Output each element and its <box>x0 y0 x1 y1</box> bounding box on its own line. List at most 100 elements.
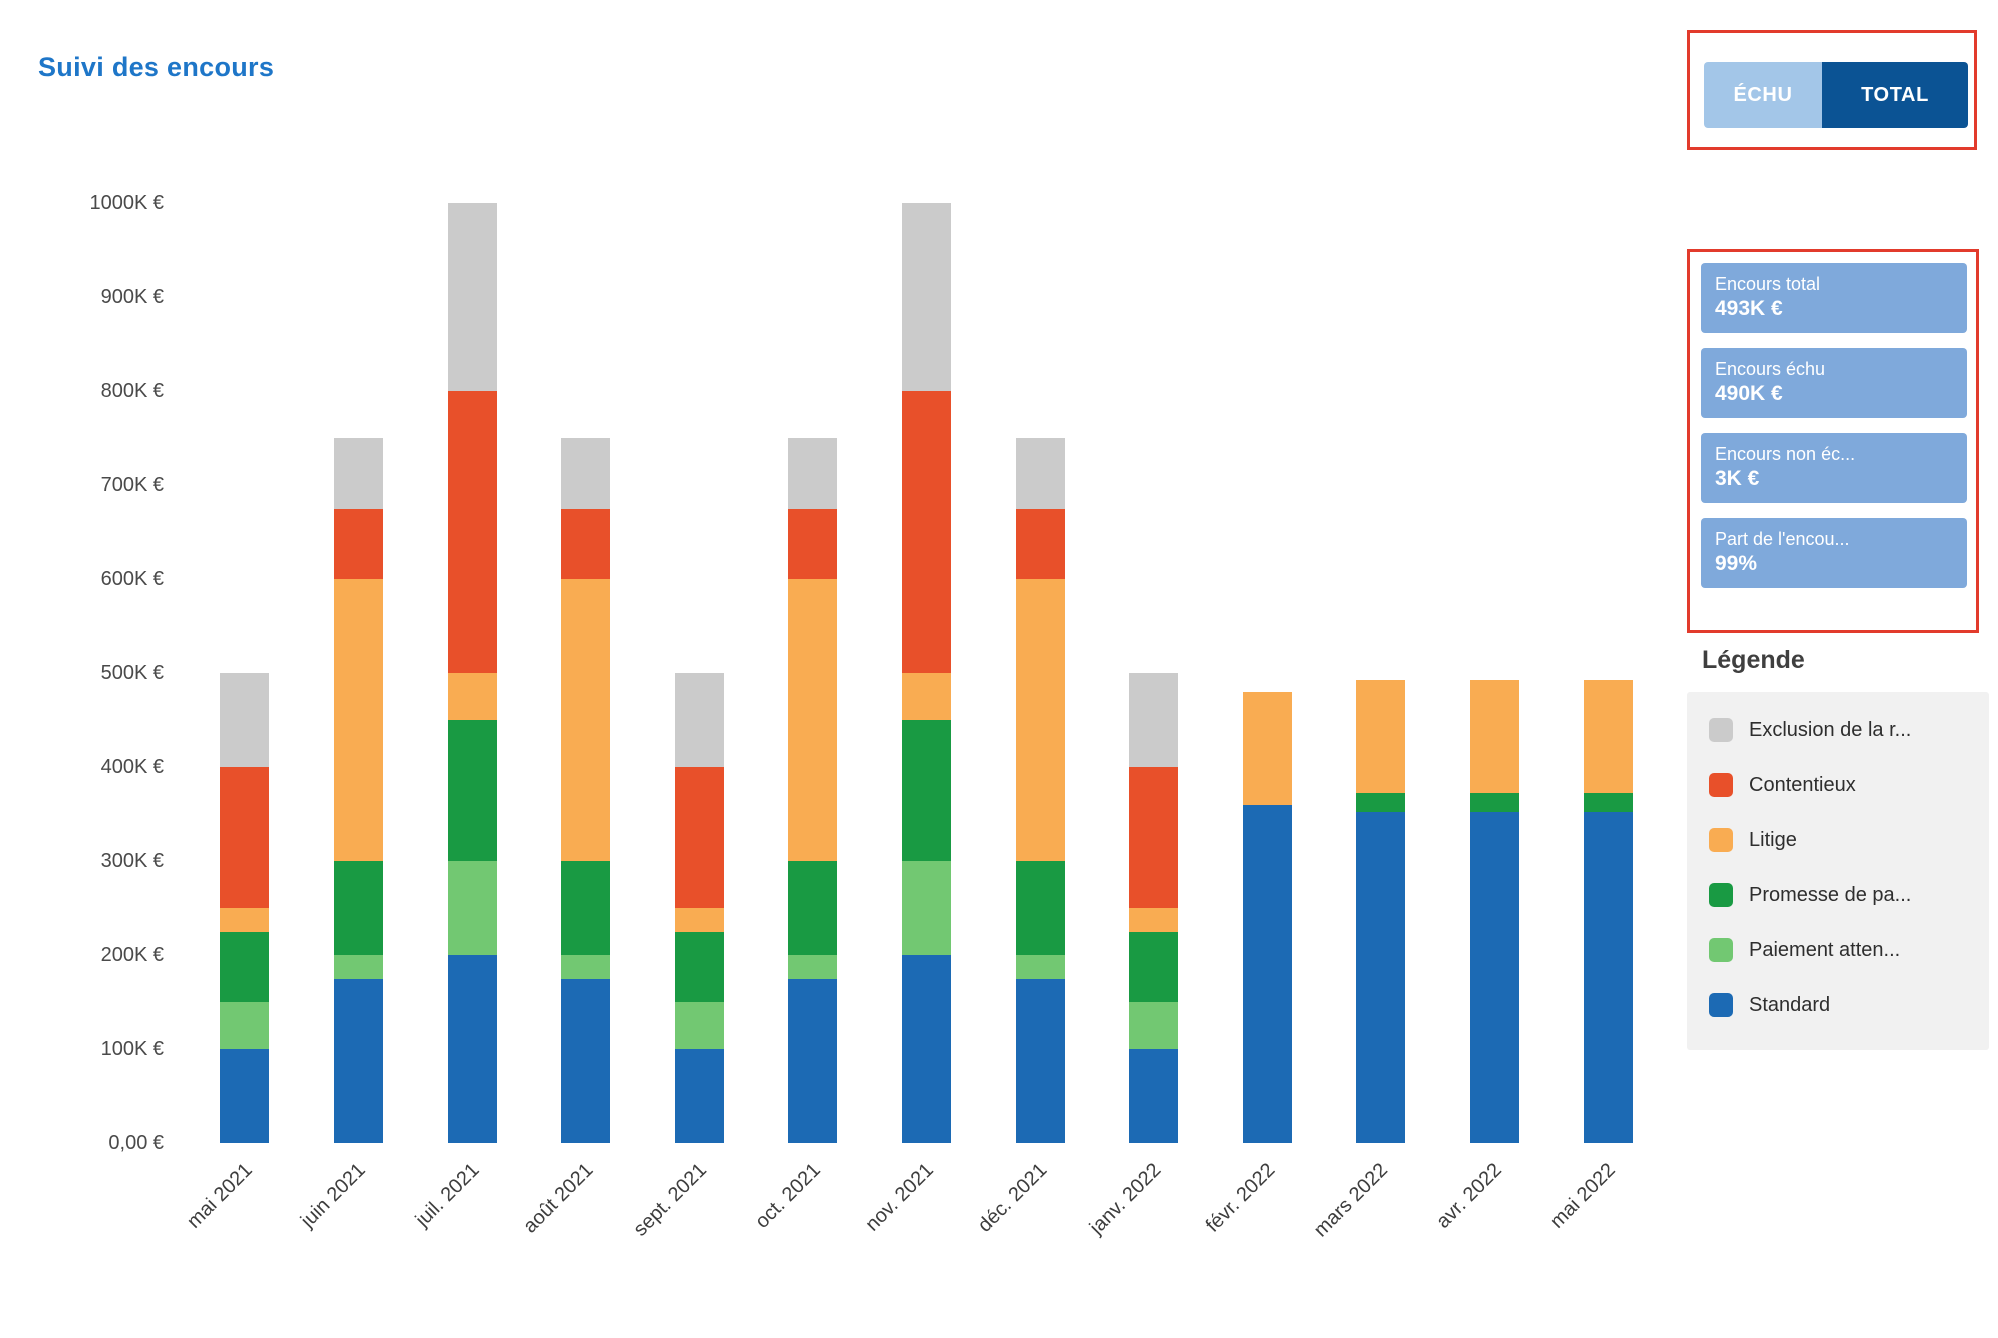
segment-paiement-attendu[interactable] <box>1129 1002 1179 1049</box>
segment-exclusion-de-la-relance[interactable] <box>902 203 951 391</box>
segment-standard[interactable] <box>1015 978 1065 1143</box>
segment-standard[interactable] <box>1470 812 1520 1143</box>
segment-paiement-attendu[interactable] <box>220 1002 270 1049</box>
legend-label: Promesse de pa... <box>1749 883 1912 906</box>
kpi-card-encours-total: Encours total 493K € <box>1701 263 1967 333</box>
segment-promesse-de-paiement[interactable] <box>1583 793 1633 813</box>
segment-exclusion-de-la-relance[interactable] <box>1015 438 1065 509</box>
segment-standard[interactable] <box>447 955 497 1143</box>
segment-promesse-de-paiement[interactable] <box>1129 931 1179 1002</box>
segment-litige[interactable] <box>788 579 838 861</box>
segment-promesse-de-paiement[interactable] <box>1356 793 1406 813</box>
segment-litige[interactable] <box>447 673 497 720</box>
legend-item-paiement-atten[interactable]: Paiement atten... <box>1709 938 1989 962</box>
legend-item-litige[interactable]: Litige <box>1709 828 1989 852</box>
segment-standard[interactable] <box>333 978 383 1143</box>
segment-standard[interactable] <box>674 1049 724 1143</box>
segment-exclusion-de-la-relance[interactable] <box>447 203 497 391</box>
segment-promesse-de-paiement[interactable] <box>674 931 724 1002</box>
segment-contentieux[interactable] <box>220 767 270 908</box>
segment-promesse-de-paiement[interactable] <box>333 861 383 955</box>
bar-juin-2021[interactable] <box>333 438 383 1143</box>
bar-août-2021[interactable] <box>561 438 611 1143</box>
segment-contentieux[interactable] <box>333 508 383 579</box>
kpi-card-encours-échu: Encours échu 490K € <box>1701 348 1967 418</box>
segment-exclusion-de-la-relance[interactable] <box>1129 673 1179 767</box>
segment-paiement-attendu[interactable] <box>447 861 497 955</box>
legend-item-exclusion-de-la-r[interactable]: Exclusion de la r... <box>1709 718 1989 742</box>
toggle-echu-button[interactable]: ÉCHU <box>1704 62 1822 128</box>
toggle-total-button[interactable]: TOTAL <box>1822 62 1968 128</box>
kpi-label: Encours échu <box>1715 359 1826 379</box>
bar-févr-2022[interactable] <box>1242 691 1292 1143</box>
segment-contentieux[interactable] <box>674 767 724 908</box>
segment-litige[interactable] <box>674 908 724 932</box>
legend-item-promesse-de-pa[interactable]: Promesse de pa... <box>1709 883 1989 907</box>
segment-litige[interactable] <box>561 579 611 861</box>
y-tick-label: 300K € <box>100 850 164 872</box>
bar-nov-2021[interactable] <box>902 203 951 1143</box>
segment-contentieux[interactable] <box>1015 508 1065 579</box>
segment-exclusion-de-la-relance[interactable] <box>674 673 724 767</box>
segment-paiement-attendu[interactable] <box>561 955 611 979</box>
segment-litige[interactable] <box>1242 691 1292 805</box>
segment-exclusion-de-la-relance[interactable] <box>220 673 270 767</box>
segment-contentieux[interactable] <box>788 508 838 579</box>
legend-item-standard[interactable]: Standard <box>1709 993 1989 1017</box>
segment-promesse-de-paiement[interactable] <box>220 931 270 1002</box>
segment-paiement-attendu[interactable] <box>333 955 383 979</box>
segment-litige[interactable] <box>220 908 270 932</box>
segment-paiement-attendu[interactable] <box>902 861 951 955</box>
segment-litige[interactable] <box>902 673 951 720</box>
bar-oct-2021[interactable] <box>788 438 838 1143</box>
segment-litige[interactable] <box>1015 579 1065 861</box>
segment-litige[interactable] <box>1356 679 1406 794</box>
annotation-box-kpis <box>1687 249 1979 633</box>
segment-standard[interactable] <box>561 978 611 1143</box>
segment-promesse-de-paiement[interactable] <box>1470 793 1520 813</box>
bar-juil-2021[interactable] <box>447 203 497 1143</box>
segment-promesse-de-paiement[interactable] <box>561 861 611 955</box>
bar-mars-2022[interactable] <box>1356 679 1406 1143</box>
segment-standard[interactable] <box>1129 1049 1179 1143</box>
bar-janv-2022[interactable] <box>1129 673 1179 1143</box>
segment-exclusion-de-la-relance[interactable] <box>788 438 838 509</box>
segment-litige[interactable] <box>333 579 383 861</box>
bar-déc-2021[interactable] <box>1015 438 1065 1143</box>
segment-paiement-attendu[interactable] <box>1015 955 1065 979</box>
segment-promesse-de-paiement[interactable] <box>788 861 838 955</box>
segment-promesse-de-paiement[interactable] <box>902 720 951 861</box>
segment-standard[interactable] <box>788 978 838 1143</box>
legend-label: Standard <box>1749 993 1831 1016</box>
segment-standard[interactable] <box>220 1049 270 1143</box>
legend-swatch <box>1709 938 1733 962</box>
legend-item-contentieux[interactable]: Contentieux <box>1709 773 1989 797</box>
segment-standard[interactable] <box>902 955 951 1143</box>
segment-contentieux[interactable] <box>447 391 497 673</box>
segment-litige[interactable] <box>1583 679 1633 794</box>
segment-contentieux[interactable] <box>561 508 611 579</box>
segment-exclusion-de-la-relance[interactable] <box>333 438 383 509</box>
segment-standard[interactable] <box>1583 812 1633 1143</box>
bar-avr-2022[interactable] <box>1470 679 1520 1143</box>
segment-paiement-attendu[interactable] <box>674 1002 724 1049</box>
y-tick-label: 0,00 € <box>108 1132 164 1154</box>
segment-contentieux[interactable] <box>1129 767 1179 908</box>
segment-litige[interactable] <box>1470 679 1520 794</box>
x-axis-label: mai 2022 <box>1546 1159 1620 1233</box>
segment-exclusion-de-la-relance[interactable] <box>561 438 611 509</box>
segment-standard[interactable] <box>1356 812 1406 1143</box>
segment-litige[interactable] <box>1129 908 1179 932</box>
segment-paiement-attendu[interactable] <box>788 955 838 979</box>
bar-sept-2021[interactable] <box>674 673 724 1143</box>
x-axis-label: avr. 2022 <box>1432 1159 1507 1233</box>
bar-mai-2022[interactable] <box>1583 679 1633 1143</box>
y-tick-label: 600K € <box>100 568 164 590</box>
segment-standard[interactable] <box>1242 804 1292 1143</box>
x-axis-label: oct. 2021 <box>750 1159 825 1233</box>
segment-contentieux[interactable] <box>902 391 951 673</box>
segment-promesse-de-paiement[interactable] <box>447 720 497 861</box>
segment-promesse-de-paiement[interactable] <box>1015 861 1065 955</box>
annotation-box-toggle <box>1687 30 1977 150</box>
bar-mai-2021[interactable] <box>220 673 270 1143</box>
